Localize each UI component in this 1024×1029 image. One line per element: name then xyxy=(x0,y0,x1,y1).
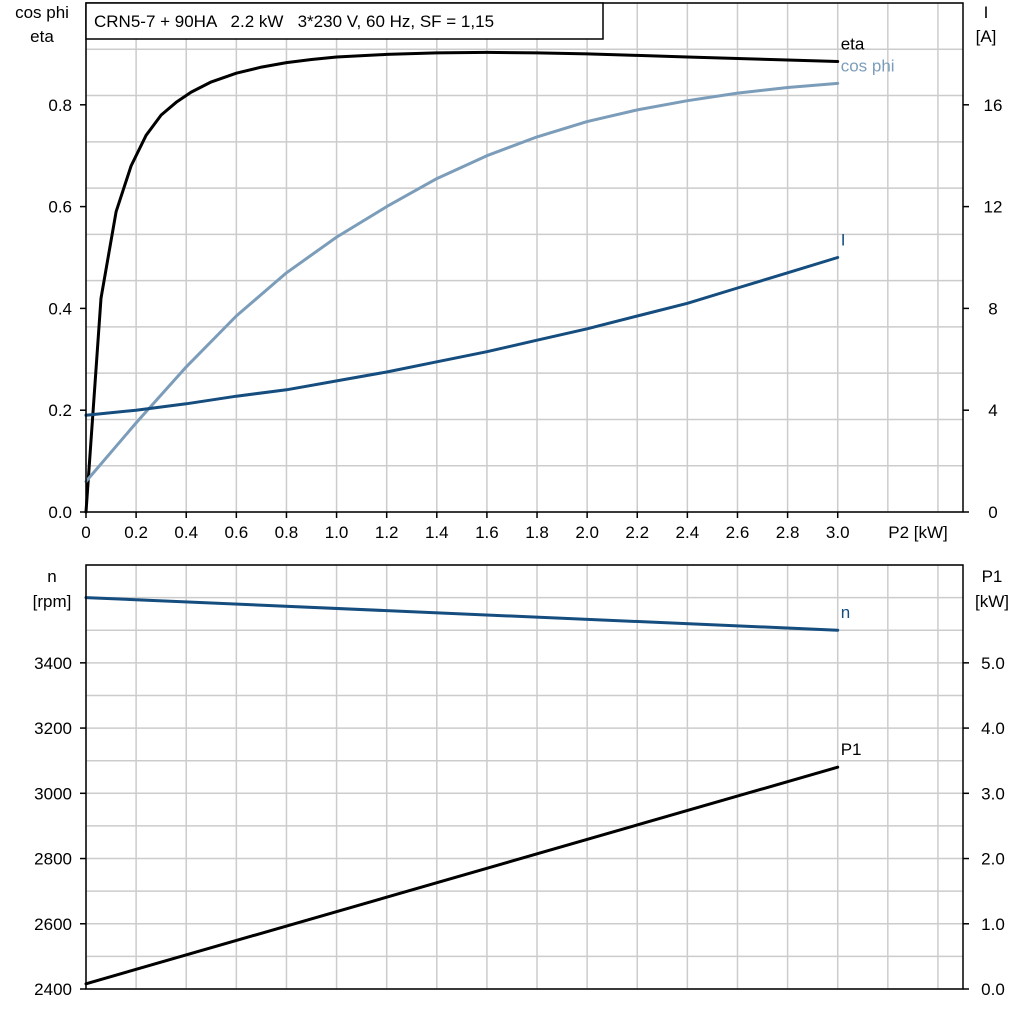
top-right-axis-label-1: I xyxy=(984,3,989,22)
top-right-tick-label: 8 xyxy=(988,299,997,318)
top-left-tick-label: 0.6 xyxy=(48,198,72,217)
bottom-left-axis-label-1: n xyxy=(47,567,56,586)
x-tick-label: 2.6 xyxy=(726,523,750,542)
series-layer xyxy=(84,50,840,986)
series-p1-line xyxy=(84,765,840,986)
x-tick-label: 2.4 xyxy=(676,523,700,542)
top-right-tick-label: 0 xyxy=(988,503,997,522)
top-right-tick-label: 4 xyxy=(988,401,997,420)
bottom-left-tick-label: 2800 xyxy=(34,850,72,869)
series-eta-line xyxy=(84,50,840,514)
top-right-tick-label: 12 xyxy=(984,198,1003,217)
bottom-right-tick-label: 2.0 xyxy=(981,850,1005,869)
bottom-right-tick-label: 4.0 xyxy=(981,719,1005,738)
bottom-right-tick-label: 0.0 xyxy=(981,980,1005,999)
x-axis-label: P2 [kW] xyxy=(888,523,948,542)
x-tick-label: 1.8 xyxy=(525,523,549,542)
x-tick-label: 0 xyxy=(81,523,90,542)
series-cos-phi-label: cos phi xyxy=(841,56,895,75)
top-left-tick-label: 0.0 xyxy=(48,503,72,522)
top-right-axis-label-2: [A] xyxy=(976,27,997,46)
bottom-left-axis-label-2: [rpm] xyxy=(33,592,72,611)
x-tick-label: 0.2 xyxy=(124,523,148,542)
series-i-line xyxy=(84,256,840,417)
x-tick-label: 1.6 xyxy=(475,523,499,542)
tick-layer: 0.0 0.2 0.4 0.6 0.8 0 4 8 12 16 0 0.2 0.4 0.6 0.8 1.0 1.… xyxy=(34,96,1005,999)
x-tick-label: 3.0 xyxy=(826,523,850,542)
series-p1-label: P1 xyxy=(841,740,862,759)
x-tick-label: 0.6 xyxy=(225,523,249,542)
bottom-left-tick-label: 2600 xyxy=(34,915,72,934)
bottom-right-axis-label-1: P1 xyxy=(982,567,1003,586)
x-tick-label: 1.4 xyxy=(425,523,449,542)
x-tick-label: 0.4 xyxy=(174,523,198,542)
bottom-right-tick-label: 5.0 xyxy=(981,654,1005,673)
series-i-label: I xyxy=(841,231,846,250)
frame-layer xyxy=(85,2,964,990)
top-left-tick-label: 0.2 xyxy=(48,401,72,420)
bottom-left-tick-label: 3000 xyxy=(34,784,72,803)
x-tick-label: 2.2 xyxy=(625,523,649,542)
top-left-axis-label-1: cos phi xyxy=(15,3,69,22)
x-tick-label: 2.0 xyxy=(575,523,599,542)
bottom-right-tick-label: 1.0 xyxy=(981,915,1005,934)
label-layer: CRN5-7 + 90HA 2.2 kW 3*230 V, 60 Hz, SF … xyxy=(15,2,1009,759)
title-box xyxy=(85,2,604,40)
series-n-label: n xyxy=(841,603,850,622)
series-n-line xyxy=(84,596,840,632)
top-left-axis-label-2: eta xyxy=(30,27,54,46)
bottom-right-tick-label: 3.0 xyxy=(981,784,1005,803)
x-tick-label: 1.2 xyxy=(375,523,399,542)
x-tick-label: 1.0 xyxy=(325,523,349,542)
x-tick-label: 2.8 xyxy=(776,523,800,542)
x-tick-label: 0.8 xyxy=(275,523,299,542)
bottom-plot-frame xyxy=(85,564,964,990)
series-eta-label: eta xyxy=(841,35,865,54)
bottom-right-axis-label-2: [kW] xyxy=(975,592,1009,611)
top-right-tick-label: 16 xyxy=(984,96,1003,115)
top-left-tick-label: 0.8 xyxy=(48,96,72,115)
bottom-left-tick-label: 2400 xyxy=(34,980,72,999)
series-cos-phi-line xyxy=(84,81,840,483)
top-left-tick-label: 0.4 xyxy=(48,299,72,318)
bottom-left-tick-label: 3400 xyxy=(34,654,72,673)
bottom-left-tick-label: 3200 xyxy=(34,719,72,738)
chart-title: CRN5-7 + 90HA 2.2 kW 3*230 V, 60 Hz, SF … xyxy=(94,12,494,31)
grid-layer xyxy=(85,2,963,990)
